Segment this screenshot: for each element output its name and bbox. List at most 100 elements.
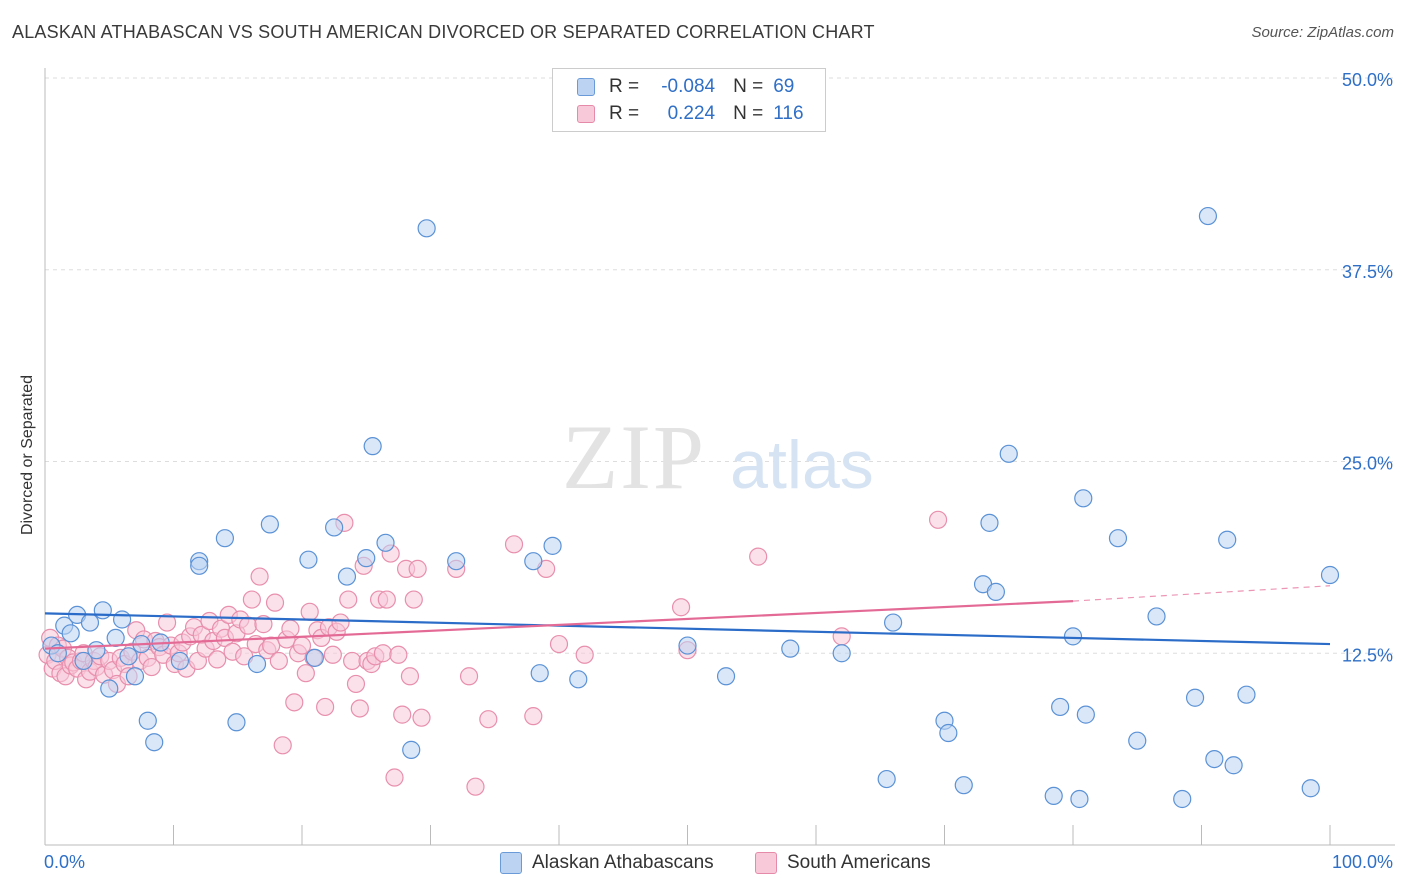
correlation-legend: R = -0.084 N = 69 R = 0.224 N = 116 bbox=[552, 68, 826, 132]
alaskan-athabascan-point bbox=[716, 667, 736, 686]
south-american-point bbox=[459, 667, 479, 686]
r-value: 0.224 bbox=[667, 103, 716, 124]
alaskan-athabascan-point bbox=[1218, 530, 1237, 549]
alaskan-legend-swatch bbox=[500, 852, 522, 874]
alaskan-athabascan-point bbox=[1237, 685, 1256, 704]
south-american-point bbox=[142, 657, 161, 677]
legend-row-alaskan: R = -0.084 N = 69 bbox=[577, 75, 794, 99]
y-tick-labels: 12.5% 25.0% 37.5% 50.0% bbox=[1342, 70, 1393, 665]
alaskan-athabascan-point bbox=[190, 556, 209, 575]
alaskan-athabascan-point bbox=[170, 651, 190, 671]
south-american-point bbox=[928, 510, 948, 529]
south-american-point bbox=[265, 593, 285, 612]
alaskan-athabascan-point bbox=[61, 624, 80, 643]
south-american-trend-extension bbox=[1072, 585, 1331, 602]
south-american-point bbox=[339, 590, 358, 609]
alaskan-athabascan-point bbox=[1147, 607, 1166, 626]
south-american-point bbox=[671, 598, 691, 617]
south-american-point bbox=[346, 674, 366, 694]
south-american-point bbox=[393, 705, 412, 724]
alaskan-trend-line bbox=[44, 612, 1331, 646]
alaskan-athabascan-point bbox=[80, 613, 100, 632]
south-american-point bbox=[404, 590, 423, 609]
south-american-point bbox=[296, 664, 315, 683]
alaskan-athabascan-point bbox=[125, 667, 145, 686]
alaskan-athabascan-point bbox=[93, 601, 112, 620]
south-american-point bbox=[208, 650, 227, 669]
south-american-point bbox=[285, 693, 304, 712]
watermark-zip: ZIP bbox=[562, 406, 706, 508]
south-american-point bbox=[504, 535, 524, 554]
alaskan-athabascan-point bbox=[1198, 206, 1218, 226]
alaskan-athabascan-point bbox=[954, 776, 973, 795]
south-american-point bbox=[549, 634, 569, 654]
south-american-point bbox=[269, 651, 288, 671]
alaskan-athabascan-point bbox=[417, 219, 436, 238]
south-american-point bbox=[385, 768, 404, 787]
r-key: R = bbox=[609, 103, 640, 124]
alaskan-athabascan-point bbox=[325, 518, 344, 537]
alaskan-athabascan-point bbox=[1320, 565, 1340, 585]
south-american-point bbox=[377, 590, 396, 609]
south-american-point bbox=[389, 645, 408, 664]
y-tick-label: 37.5% bbox=[1342, 262, 1393, 282]
r-value: -0.084 bbox=[661, 76, 716, 97]
south-american-trend-line bbox=[44, 599, 1074, 650]
alaskan-athabascan-point bbox=[402, 740, 421, 759]
south-american-point bbox=[254, 615, 273, 634]
chart-title: ALASKAN ATHABASCAN VS SOUTH AMERICAN DIV… bbox=[12, 22, 875, 42]
alaskan-athabascan-point bbox=[363, 437, 382, 456]
y-tick-label: 25.0% bbox=[1342, 454, 1393, 474]
alaskan-athabascan-point bbox=[877, 769, 896, 789]
alaskan-athabascan-point bbox=[1173, 789, 1192, 809]
south-american-point bbox=[323, 645, 342, 664]
alaskan-athabascan-point bbox=[247, 654, 267, 674]
legend-label-south-american: South Americans bbox=[787, 852, 931, 873]
alaskan-athabascan-point bbox=[376, 533, 395, 552]
n-value: 116 bbox=[773, 103, 804, 124]
south-american-point bbox=[832, 627, 851, 646]
south-american-point bbox=[273, 736, 292, 755]
y-tick-label: 12.5% bbox=[1342, 645, 1393, 665]
alaskan-athabascan-point bbox=[357, 549, 376, 568]
south-american-point bbox=[300, 602, 319, 621]
alaskan-athabascan-point bbox=[305, 648, 324, 667]
alaskan-athabascan-point bbox=[980, 513, 999, 532]
alaskan-athabascan-point bbox=[1185, 688, 1205, 707]
alaskan-athabascan-point bbox=[1205, 749, 1224, 769]
alaskan-swatch bbox=[577, 78, 595, 96]
alaskan-athabascans-points bbox=[42, 206, 1340, 809]
south-american-point bbox=[262, 636, 281, 655]
south-american-point bbox=[350, 699, 369, 718]
alaskan-athabascan-point bbox=[1108, 529, 1128, 548]
south-american-point bbox=[479, 710, 498, 729]
watermark-atlas: atlas bbox=[730, 427, 874, 503]
alaskan-athabascan-point bbox=[1051, 697, 1070, 717]
alaskan-athabascan-point bbox=[1076, 705, 1095, 724]
alaskan-athabascan-point bbox=[1224, 756, 1243, 775]
south-american-point bbox=[400, 667, 420, 686]
alaskan-athabascan-point bbox=[678, 636, 697, 655]
alaskan-athabascan-point bbox=[138, 711, 157, 730]
alaskan-athabascan-point bbox=[1128, 731, 1147, 750]
series-legend: Alaskan Athabascans South Americans bbox=[0, 852, 1406, 878]
legend-label-alaskan: Alaskan Athabascans bbox=[532, 852, 714, 873]
south-american-point bbox=[281, 619, 300, 638]
alaskan-athabascan-point bbox=[1044, 786, 1063, 806]
south-american-point bbox=[575, 645, 594, 664]
legend-item-south-american: South Americans bbox=[755, 852, 931, 874]
south-american-point bbox=[373, 644, 393, 663]
alaskan-athabascan-point bbox=[543, 536, 562, 555]
alaskan-athabascan-point bbox=[986, 582, 1006, 601]
alaskan-athabascan-point bbox=[227, 713, 246, 732]
alaskan-athabascan-point bbox=[106, 628, 125, 648]
alaskan-athabascan-point bbox=[260, 515, 279, 534]
south-american-point bbox=[412, 708, 431, 727]
legend-row-south-american: R = 0.224 N = 116 bbox=[577, 102, 804, 126]
alaskan-athabascan-point bbox=[999, 444, 1018, 463]
x-tick-label-max: 100.0% bbox=[1331, 852, 1393, 872]
south-american-point bbox=[408, 559, 427, 578]
alaskan-athabascan-point bbox=[447, 552, 466, 571]
alaskan-athabascan-point bbox=[1070, 789, 1089, 809]
